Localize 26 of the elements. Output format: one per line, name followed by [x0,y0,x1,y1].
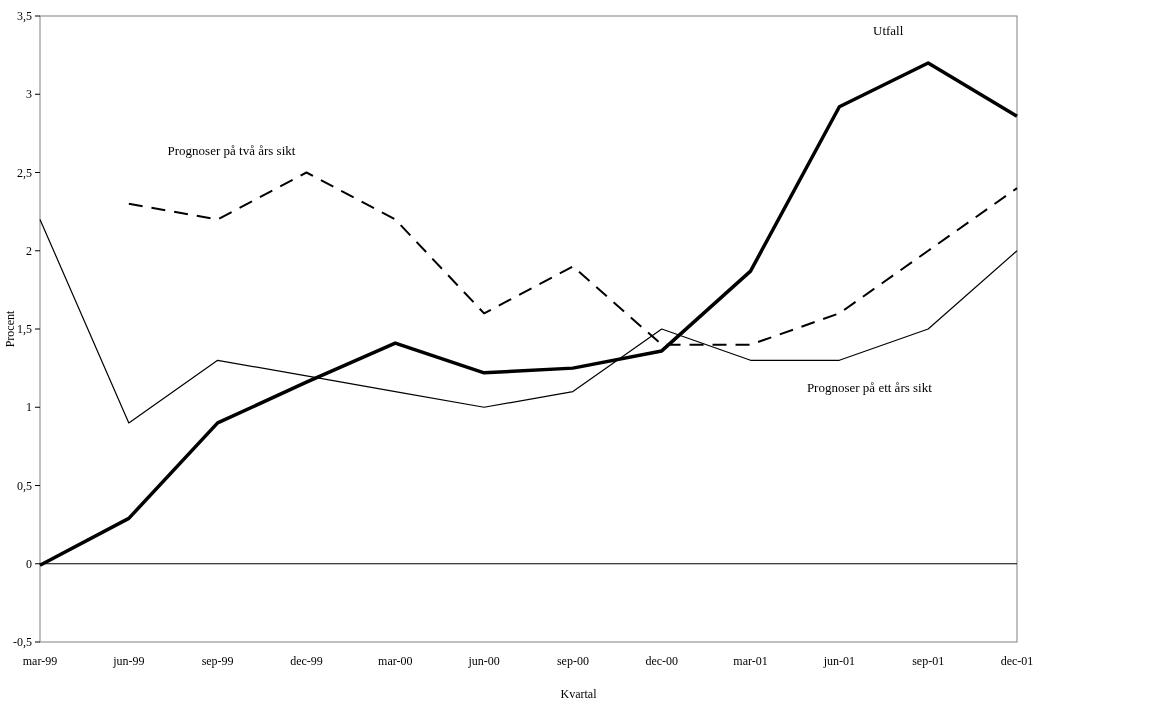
y-tick-label: -0,5 [13,635,32,650]
text: Utfall [873,22,904,38]
x-tick-label: mar-01 [733,654,768,668]
series-label: Prognoser på två års sikt [167,142,296,158]
x-tick-label: dec-99 [290,654,323,668]
y-tick-label: 3 [26,87,32,102]
x-tick-label: sep-01 [912,654,945,668]
x-tick-label: dec-00 [645,654,679,668]
y-tick-label: 3,5 [17,9,32,24]
y-axis-title: Procent [3,310,17,348]
y-tick-label: 1,5 [17,322,32,337]
y-tick-label: 1 [26,400,32,415]
x-axis-title: Kvartal [560,687,598,701]
x-tick-label: sep-00 [556,654,589,668]
x-tick-label: jun-00 [467,654,500,668]
x-tick-label: mar-00 [378,654,413,668]
y-tick-label: 0 [26,556,32,571]
series-label: Prognoser på ett års sikt [806,380,933,396]
y-tick-label: 0,5 [17,478,32,493]
y-tick-label: 2 [26,243,32,258]
x-tick-label: mar-99 [22,654,58,668]
x-tick-label: sep-99 [201,654,234,668]
x-tick-label: jun-99 [112,654,145,668]
x-tick-label: dec-01 [1000,654,1034,668]
x-tick-label: jun-01 [822,654,856,668]
y-tick-label: 2,5 [17,165,32,180]
